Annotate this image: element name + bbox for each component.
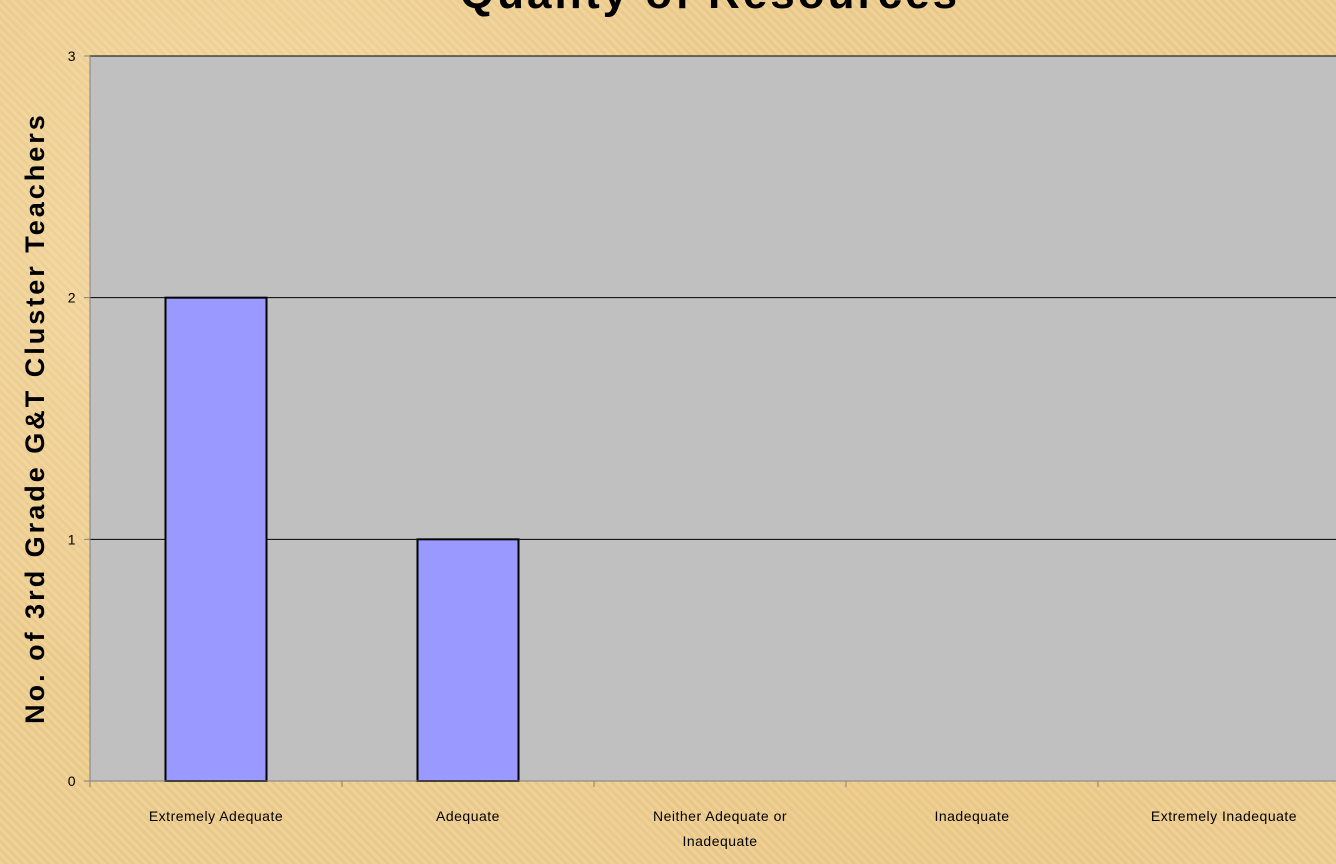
x-tick-label: Extremely Inadequate [1151,808,1297,824]
plot-area [90,56,1336,781]
y-tick-label: 3 [68,48,76,64]
bars [164,296,520,782]
y-tick-label: 2 [68,290,76,306]
y-tick-label: 1 [68,531,76,547]
x-tick-labels: Extremely Adequate Adequate Neither Adequa… [149,808,1297,849]
axes [84,55,1336,787]
chart-title: Quality of Resources [460,0,960,18]
gridlines [90,55,1336,540]
y-tick-labels: 0 1 2 3 [68,48,76,789]
bar [416,538,520,782]
x-tick-label: Inadequate [682,833,757,849]
y-tick-label: 0 [68,773,76,789]
x-tick-label: Extremely Adequate [149,808,283,824]
y-axis-label: No. of 3rd Grade G&T Cluster Teachers [20,112,50,724]
x-tick-label: Inadequate [934,808,1009,824]
x-tick-label: Neither Adequate or [653,808,787,824]
x-tick-label: Adequate [436,808,500,824]
bar [164,296,268,782]
